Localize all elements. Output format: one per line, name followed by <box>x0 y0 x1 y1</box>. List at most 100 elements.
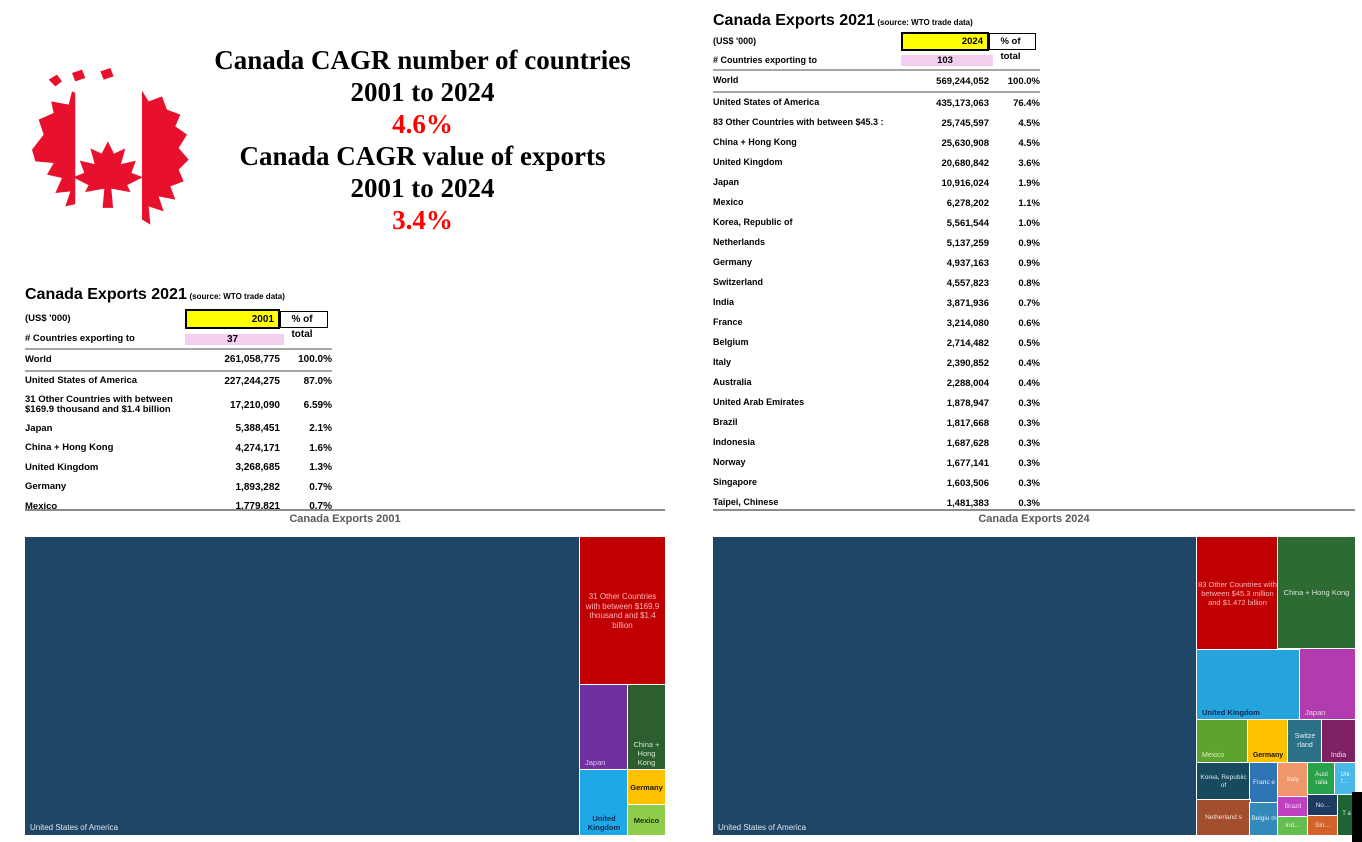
treemap-tile: Japan <box>579 684 629 771</box>
row-pct: 0.5% <box>1018 337 1040 349</box>
row-pct: 0.7% <box>309 481 332 493</box>
row-pct: 0.6% <box>1018 317 1040 329</box>
row-pct: 0.8% <box>1018 277 1040 289</box>
table-row: France 3,214,080 0.6% <box>713 313 1040 333</box>
tile-label: No… <box>1315 801 1331 809</box>
row-value: 1,677,141 <box>946 457 989 469</box>
row-pct: 0.3% <box>1018 497 1040 509</box>
row-label: Switzerland <box>713 278 764 288</box>
table-body: World 569,244,052 100.0% United States of A… <box>713 71 1040 513</box>
row-pct: 0.9% <box>1018 257 1040 269</box>
tile-label: Sin… <box>1315 821 1331 829</box>
row-pct: 0.3% <box>1018 457 1040 469</box>
row-label: Netherlands <box>713 238 766 248</box>
row-label: Mexico <box>713 198 744 208</box>
countries-count-cell: 103 <box>901 55 993 66</box>
row-value: 5,388,451 <box>235 423 281 435</box>
row-pct: 1.3% <box>309 462 332 474</box>
treemap-tile: United States of America <box>712 536 1198 836</box>
table-row: Mexico 1,779,821 0.7% <box>25 497 332 517</box>
row-pct: 76.4% <box>1013 97 1040 109</box>
treemap-tile: Korea, Republic of <box>1196 762 1251 801</box>
treemap-2001: United States of America 31 Other Countri… <box>24 536 666 836</box>
tile-label: Japan <box>1305 708 1326 717</box>
tile-label: Franc e <box>1252 779 1276 786</box>
countries-label: # Countries exporting to <box>25 334 135 344</box>
row-label: Italy <box>713 358 732 368</box>
row-value: 2,288,004 <box>946 377 989 389</box>
tile-label: 83 Other Countries with between $45.3 mi… <box>1198 580 1277 607</box>
table-row: Korea, Republic of 5,561,544 1.0% <box>713 213 1040 233</box>
cagr-exports-value: 3.4% <box>392 205 453 235</box>
row-value: 1,779,821 <box>235 501 281 513</box>
treemap-tile: China + Hong Kong <box>1277 536 1356 649</box>
row-label: Japan <box>713 178 740 188</box>
tile-label: Germany <box>1252 751 1284 759</box>
row-value: 20,680,842 <box>941 157 989 169</box>
table-row: World 261,058,775 100.0% <box>25 350 332 372</box>
tile-label: India <box>1330 751 1347 759</box>
row-value: 227,244,275 <box>224 375 280 387</box>
countries-count-cell: 37 <box>185 333 284 345</box>
table-exports-2024: Canada Exports 2021 (source: WTO trade d… <box>713 12 1040 513</box>
row-pct: 0.3% <box>1018 397 1040 409</box>
row-pct: 87.0% <box>303 375 332 387</box>
treemap-tile: Uni t… <box>1334 762 1356 796</box>
treemap-tile: United Kingdom <box>579 769 629 836</box>
row-pct: 1.9% <box>1018 177 1040 189</box>
row-pct: 3.6% <box>1018 157 1040 169</box>
treemap-tile: India <box>1321 719 1356 764</box>
treemap-tile: 31 Other Countries with between $169.9 t… <box>579 536 666 686</box>
countries-row: # Countries exporting to 37 <box>25 330 332 350</box>
table-title: Canada Exports 2021 (source: WTO trade d… <box>25 286 332 308</box>
row-label: Indonesia <box>713 438 756 448</box>
table-row: Germany 4,937,163 0.9% <box>713 253 1040 273</box>
table-row: China + Hong Kong 4,274,171 1.6% <box>25 439 332 459</box>
row-label: Mexico <box>25 501 58 512</box>
row-label: Germany <box>25 482 67 493</box>
row-label: Australia <box>713 378 752 388</box>
treemap-tile: No… <box>1307 794 1339 817</box>
row-pct: 0.4% <box>1018 357 1040 369</box>
row-label: United States of America <box>25 376 138 387</box>
row-value: 1,878,947 <box>946 397 989 409</box>
row-pct: 4.5% <box>1018 137 1040 149</box>
treemap-title-2001: Canada Exports 2001 <box>289 513 401 525</box>
treemap-tile: Netherland s <box>1196 799 1251 836</box>
table-title: Canada Exports 2021 (source: WTO trade d… <box>713 12 1040 31</box>
row-value: 10,916,024 <box>941 177 989 189</box>
tile-label: Aust ralia <box>1314 771 1328 786</box>
row-value: 25,630,908 <box>941 137 989 149</box>
row-value: 17,210,090 <box>229 399 280 411</box>
row-pct: 1.1% <box>1018 197 1040 209</box>
treemap-tile: Belgiu m <box>1249 802 1279 836</box>
table-header-row: (US$ '000) 2001 % of total <box>25 308 332 340</box>
cagr-countries-value: 4.6% <box>392 109 453 139</box>
tile-label: United States of America <box>30 822 119 832</box>
tile-label: Switze rland <box>1294 733 1316 749</box>
table-row: Norway 1,677,141 0.3% <box>713 453 1040 473</box>
row-label: World <box>713 76 739 86</box>
title-line-1: Canada CAGR number of countries <box>214 45 631 75</box>
treemap-tile: T a <box>1337 794 1356 836</box>
row-value: 25,745,597 <box>941 117 989 129</box>
row-label: India <box>713 298 735 308</box>
row-label: Taipei, Chinese <box>713 498 779 508</box>
tile-label: United Kingdom <box>1202 708 1260 717</box>
row-value: 2,390,852 <box>946 357 989 369</box>
row-pct: 6.59% <box>303 399 332 411</box>
treemap-tile: Japan <box>1299 648 1356 721</box>
table-row: Italy 2,390,852 0.4% <box>713 353 1040 373</box>
unit-label: (US$ '000) <box>713 36 757 46</box>
unit-label: (US$ '000) <box>25 314 71 324</box>
canada-map-flag-svg <box>32 68 189 237</box>
countries-label: # Countries exporting to <box>713 55 818 65</box>
pct-of-total-header: % of total <box>989 33 1036 62</box>
canada-flag-icon <box>22 68 192 268</box>
row-label: Germany <box>713 258 753 268</box>
row-label: United States of America <box>713 98 820 108</box>
treemap-tile: Aust ralia <box>1307 762 1336 796</box>
row-label: Japan <box>25 423 53 434</box>
row-value: 3,214,080 <box>946 317 989 329</box>
